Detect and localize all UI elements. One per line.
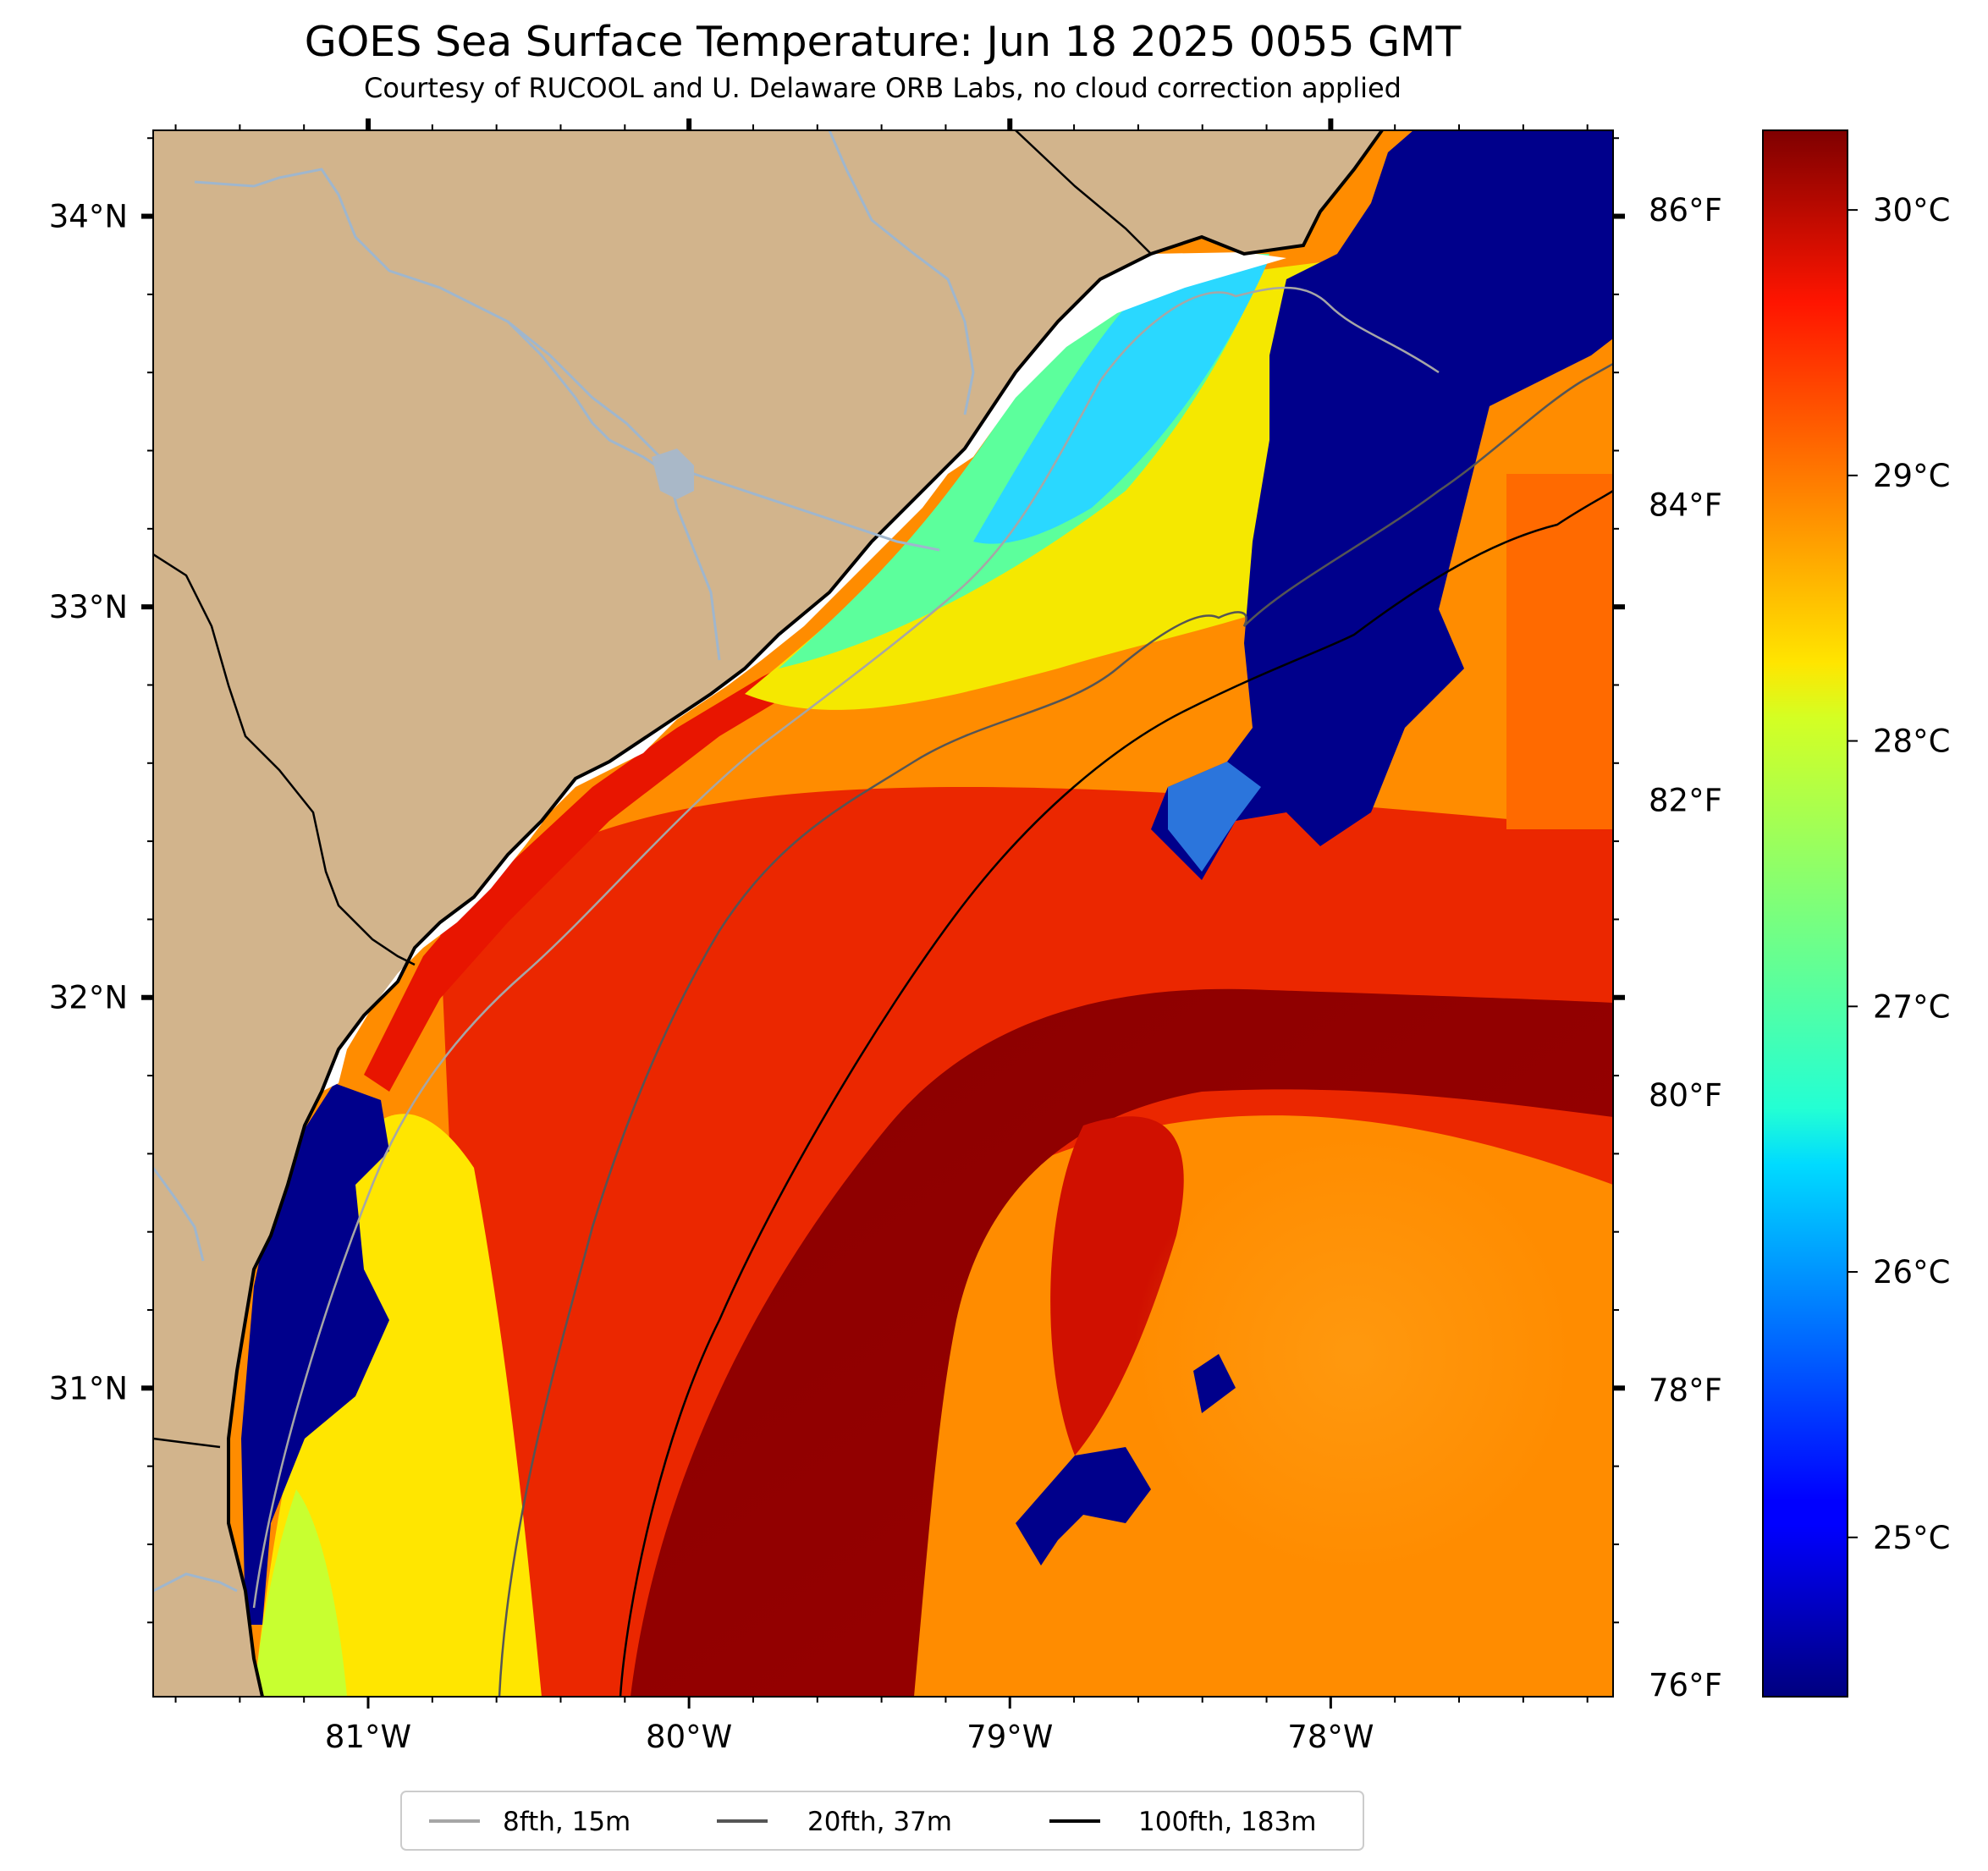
lat-tick-label: 31°N (49, 1370, 128, 1406)
state-border-ga-fl (153, 1437, 221, 1449)
map-subtitle: Courtesy of RUCOOL and U. Delaware ORB L… (364, 72, 1402, 104)
fahrenheit-tick-label: 78°F (1649, 1372, 1722, 1408)
shelf-green-south (254, 1489, 347, 1697)
minor-ticks (147, 124, 1619, 1703)
state-border-nc-sc (1015, 130, 1152, 255)
river-2 (506, 320, 721, 661)
lon-tick-label: 80°W (646, 1719, 732, 1755)
colorbar (1762, 129, 1848, 1698)
legend: 8fth, 15m 20fth, 37m 100fth, 183m (400, 1791, 1364, 1851)
coastline (227, 130, 1384, 1697)
warm-glow-se (1134, 1134, 1574, 1574)
lat-tick-label: 32°N (49, 980, 128, 1016)
legend-label-20fth: 20fth, 37m (807, 1807, 952, 1837)
lon-tick-label: 81°W (325, 1719, 411, 1755)
colorbar-ticks: 25°C 26°C 27°C 28°C 29°C 30°C (1848, 192, 1950, 1556)
isobath-20fth (498, 362, 1613, 1697)
lat-axis: 34°N 33°N 32°N 31°N (49, 199, 1625, 1406)
warm-patch-ne (1506, 474, 1613, 829)
gulf-stream-core (631, 988, 1613, 1697)
fahrenheit-tick-label: 82°F (1649, 782, 1722, 818)
right-axis-fahrenheit: 86°F 84°F 82°F 80°F 78°F 76°F (1649, 192, 1722, 1703)
colorbar-tick-label: 29°C (1873, 458, 1950, 494)
lat-tick-label: 34°N (49, 199, 128, 235)
fahrenheit-tick-label: 76°F (1649, 1667, 1722, 1703)
map-title: GOES Sea Surface Temperature: Jun 18 202… (305, 18, 1462, 66)
fahrenheit-tick-label: 84°F (1649, 487, 1722, 524)
isobath-8fth (252, 286, 1440, 1609)
lon-tick-label: 79°W (966, 1719, 1053, 1755)
fahrenheit-tick-label: 80°F (1649, 1077, 1722, 1114)
cloud-speck-2 (1193, 1354, 1236, 1413)
colorbar-tick-label: 25°C (1873, 1520, 1950, 1556)
isobath-100fth (619, 489, 1613, 1697)
legend-label-8fth: 8fth, 15m (503, 1807, 631, 1837)
cloud-speck-1 (1016, 1447, 1151, 1566)
legend-box (400, 1791, 1364, 1851)
cloud-mask-north (1151, 130, 1613, 880)
land-mass (153, 130, 1382, 1697)
colorbar-tick-label: 28°C (1873, 724, 1950, 760)
lake (652, 448, 694, 499)
river-1 (194, 168, 940, 552)
river-4 (153, 1167, 205, 1262)
colorbar-tick-label: 26°C (1873, 1254, 1950, 1290)
state-border-sc-ga (153, 553, 416, 966)
colorbar-tick-label: 30°C (1873, 192, 1950, 228)
colorbar-tick-label: 27°C (1873, 988, 1950, 1025)
gulf-eddy (1050, 1116, 1184, 1456)
sst-map (153, 130, 1613, 1697)
shelf-cold-north (973, 258, 1269, 544)
fahrenheit-tick-label: 86°F (1649, 192, 1722, 228)
river-5 (153, 1572, 238, 1593)
river-3 (828, 130, 975, 415)
shelf-water-south (254, 1114, 542, 1697)
lon-tick-label: 78°W (1287, 1719, 1374, 1755)
lat-tick-label: 33°N (49, 589, 128, 625)
cloud-edge-north (1168, 762, 1261, 872)
legend-label-100fth: 100fth, 183m (1138, 1807, 1316, 1837)
map-frame (152, 129, 1614, 1698)
